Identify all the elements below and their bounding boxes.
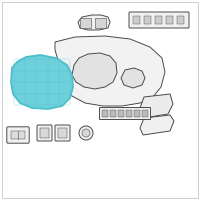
- Polygon shape: [140, 94, 173, 118]
- Bar: [80, 18, 91, 28]
- Polygon shape: [11, 55, 73, 109]
- Polygon shape: [121, 68, 145, 88]
- Bar: [58, 128, 67, 138]
- Polygon shape: [55, 36, 165, 106]
- Bar: [177, 16, 184, 24]
- Bar: [144, 16, 151, 24]
- Polygon shape: [78, 15, 110, 30]
- Bar: [118, 110, 124, 117]
- Bar: [155, 16, 162, 24]
- Polygon shape: [72, 53, 117, 89]
- Circle shape: [79, 126, 93, 140]
- Bar: [134, 110, 140, 117]
- FancyBboxPatch shape: [55, 125, 70, 141]
- FancyBboxPatch shape: [7, 127, 29, 143]
- Polygon shape: [140, 115, 174, 135]
- Bar: [133, 16, 140, 24]
- Bar: [110, 110, 116, 117]
- Circle shape: [82, 129, 90, 137]
- Bar: [102, 110, 108, 117]
- FancyBboxPatch shape: [100, 108, 151, 119]
- Bar: [95, 18, 106, 28]
- Bar: [142, 110, 148, 117]
- Bar: [40, 128, 49, 138]
- Bar: [166, 16, 173, 24]
- Bar: [11, 131, 25, 139]
- FancyBboxPatch shape: [129, 12, 189, 28]
- FancyBboxPatch shape: [37, 125, 52, 141]
- Bar: [126, 110, 132, 117]
